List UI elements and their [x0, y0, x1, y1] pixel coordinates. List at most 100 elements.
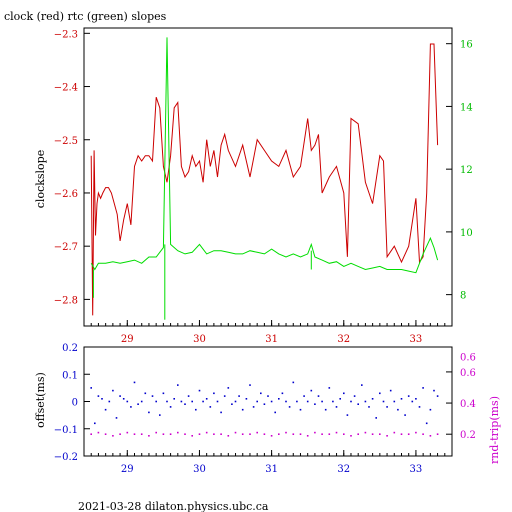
scatter-point: [407, 395, 410, 397]
x-tick-label: 30: [193, 334, 206, 345]
scatter-point: [343, 392, 345, 395]
scatter-point: [310, 389, 313, 392]
scatter-point: [299, 433, 302, 435]
scatter-point: [205, 431, 208, 434]
scatter-point: [112, 389, 114, 392]
scatter-point: [119, 395, 121, 397]
scatter-point: [97, 395, 100, 397]
scatter-point: [241, 408, 244, 411]
scatter-point: [220, 411, 222, 414]
scatter-point: [126, 431, 129, 434]
scatter-point: [166, 400, 168, 403]
scatter-point: [274, 411, 276, 414]
scatter-point: [249, 384, 251, 386]
scatter-point: [249, 433, 251, 435]
x-tick-label: 31: [265, 464, 278, 475]
scatter-point: [335, 431, 338, 434]
y-tick-label: −2.7: [54, 242, 78, 253]
y-tick-label: 0.1: [62, 370, 78, 381]
scatter-point: [184, 403, 186, 405]
footer-text: 2021-03-28 dilaton.physics.ubc.ca: [78, 500, 269, 512]
scatter-point: [220, 433, 222, 435]
scatter-point: [119, 433, 121, 435]
scatter-point: [433, 389, 435, 392]
x-tick-label: 31: [265, 334, 278, 345]
top-series-group: [90, 37, 439, 320]
scatter-point: [202, 400, 204, 403]
y2-tick-label: 10: [460, 228, 473, 239]
scatter-point: [429, 408, 432, 411]
y-tick-label: 0.2: [62, 343, 78, 354]
bottom-series-group: [90, 381, 439, 437]
scatter-point: [256, 400, 258, 403]
x-tick-label: 29: [121, 464, 134, 475]
scatter-point: [314, 431, 316, 434]
scatter-point: [187, 395, 190, 397]
scatter-point: [404, 414, 406, 416]
scatter-point: [350, 435, 352, 437]
scatter-point: [162, 392, 165, 395]
scatter-point: [321, 433, 323, 435]
scatter-point: [278, 433, 280, 435]
scatter-point: [411, 400, 414, 403]
scatter-point: [386, 406, 388, 408]
scatter-point: [281, 392, 284, 395]
scatter-point: [386, 435, 388, 437]
scatter-point: [292, 433, 295, 435]
scatter-point: [195, 408, 197, 411]
scatter-point: [184, 433, 186, 435]
y-tick-label: −0.2: [54, 452, 78, 463]
bottom-y2-axis-label: rnd-trip(ms): [488, 396, 501, 464]
scatter-point: [169, 406, 172, 408]
scatter-point: [361, 384, 363, 386]
scatter-point: [122, 398, 125, 400]
y2-tick-label: 8: [460, 291, 466, 302]
y-tick-label: −2.6: [54, 189, 78, 200]
scatter-point: [364, 400, 367, 403]
scatter-point: [317, 395, 320, 397]
scatter-point: [343, 433, 345, 435]
scatter-point: [299, 408, 302, 411]
x-tick-label: 33: [410, 334, 423, 345]
scatter-point: [422, 433, 424, 435]
scatter-point: [364, 431, 367, 434]
scatter-point: [213, 433, 215, 435]
scatter-point: [335, 406, 338, 408]
scatter-point: [191, 435, 193, 437]
y-tick-label: −2.4: [54, 83, 78, 94]
scatter-point: [108, 400, 111, 403]
scatter-point: [328, 387, 331, 389]
series-line: [90, 43, 439, 316]
x-tick-label: 32: [337, 464, 350, 475]
scatter-point: [379, 392, 381, 395]
scatter-point: [209, 406, 212, 408]
scatter-point: [126, 400, 129, 403]
scatter-point: [97, 431, 100, 434]
scatter-point: [101, 398, 103, 400]
scatter-point: [180, 400, 183, 403]
scatter-point: [260, 392, 262, 395]
top-y-axis-label: clockslope: [34, 150, 47, 208]
scatter-point: [252, 406, 255, 408]
scatter-point: [393, 431, 396, 434]
scatter-point: [267, 395, 269, 397]
scatter-point: [389, 389, 392, 392]
scatter-point: [205, 398, 208, 400]
y2-tick-label: 0.6: [460, 368, 476, 379]
scatter-point: [148, 435, 150, 437]
scatter-point: [198, 389, 201, 392]
y2-tick-label: 14: [460, 102, 473, 113]
scatter-point: [353, 395, 356, 397]
chart-title: clock (red) rtc (green) slopes: [4, 10, 167, 23]
scatter-point: [339, 398, 341, 400]
scatter-point: [324, 408, 327, 411]
bottom-plot-frame: [83, 346, 453, 457]
scatter-point: [429, 435, 432, 437]
scatter-point: [238, 395, 240, 397]
scatter-point: [332, 400, 334, 403]
scatter-point: [270, 400, 273, 403]
scatter-point: [227, 435, 230, 437]
x-tick-label: 33: [410, 464, 423, 475]
scatter-point: [379, 433, 381, 435]
